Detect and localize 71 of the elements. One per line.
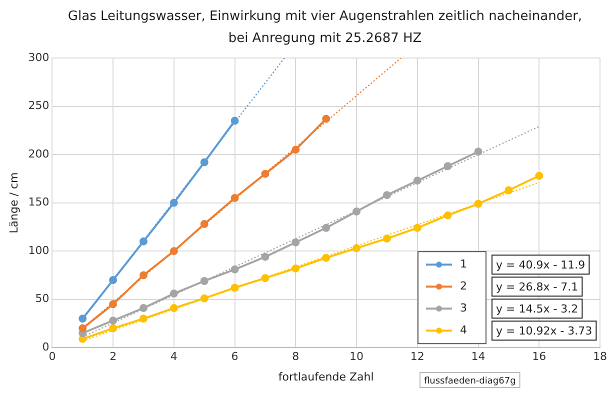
point [474, 200, 482, 208]
point [261, 170, 270, 178]
annotation: y = 14.5x - 3.2 [496, 302, 578, 316]
point [109, 276, 118, 284]
point [504, 186, 513, 194]
point [170, 247, 178, 256]
y-tick-label: 200 [28, 147, 50, 160]
point [535, 172, 544, 180]
point [109, 324, 118, 332]
point [78, 314, 87, 323]
point [170, 304, 178, 312]
point [382, 191, 391, 200]
y-tick-label: 250 [28, 99, 50, 112]
point [200, 220, 208, 228]
point [444, 211, 452, 220]
point [322, 254, 330, 262]
y-tick-label: 0 [42, 340, 50, 354]
point [352, 207, 361, 216]
point [352, 244, 361, 252]
y-tick-label: 50 [35, 292, 50, 306]
annotation: y = 40.9x - 11.9 [496, 258, 586, 272]
point [261, 252, 270, 261]
x-axis-title: fortlaufende Zahl [278, 370, 374, 384]
legend-label: 3 [460, 301, 467, 314]
x-tick-label: 4 [170, 350, 178, 364]
x-tick-label: 12 [410, 350, 424, 364]
point [200, 276, 208, 285]
point [139, 237, 148, 246]
x-tick-label: 18 [593, 350, 607, 364]
point [170, 290, 178, 298]
annotation: y = 26.8x - 7.1 [496, 280, 578, 294]
text: flussfaeden-diag67g [424, 376, 516, 386]
x-tick-label: 16 [532, 350, 546, 364]
point [139, 314, 148, 323]
point [170, 198, 178, 207]
point [322, 114, 330, 123]
point [413, 224, 422, 232]
point [230, 194, 239, 202]
x-tick-label: 10 [350, 350, 364, 364]
y-axis-title: Länge / cm [7, 172, 20, 234]
legend-label: 2 [460, 279, 467, 292]
chart-title: Glas Leitungswasser, Einwirkung mit vier Augenstrahlen zeitlich nacheinander, bei Anregung mit 25.2687 HZ [66, 8, 584, 48]
point [230, 284, 239, 292]
point [444, 162, 452, 170]
y-tick-label: 150 [28, 196, 50, 209]
point [139, 304, 148, 312]
point [230, 116, 239, 125]
legend-label: 4 [460, 323, 467, 336]
point [109, 316, 118, 325]
x-tick-label: 2 [110, 350, 117, 364]
x-tick-label: 8 [292, 350, 300, 364]
point [292, 146, 300, 154]
point [382, 234, 391, 243]
x-tick-label: 14 [471, 350, 486, 364]
point [261, 274, 270, 282]
point [230, 265, 239, 274]
point [200, 158, 208, 166]
annotation: y = 10.92x - 3.73 [496, 324, 592, 338]
point [109, 300, 118, 308]
point [474, 148, 482, 156]
x-tick-label: 6 [231, 350, 238, 364]
legend-label: 1 [460, 257, 467, 270]
point [292, 264, 300, 272]
point [200, 294, 208, 302]
y-tick-label: 300 [28, 50, 50, 64]
point [292, 238, 300, 246]
point [413, 176, 422, 185]
point [139, 271, 148, 280]
y-tick-label: 100 [28, 244, 50, 257]
point [322, 224, 330, 232]
point [78, 324, 87, 332]
